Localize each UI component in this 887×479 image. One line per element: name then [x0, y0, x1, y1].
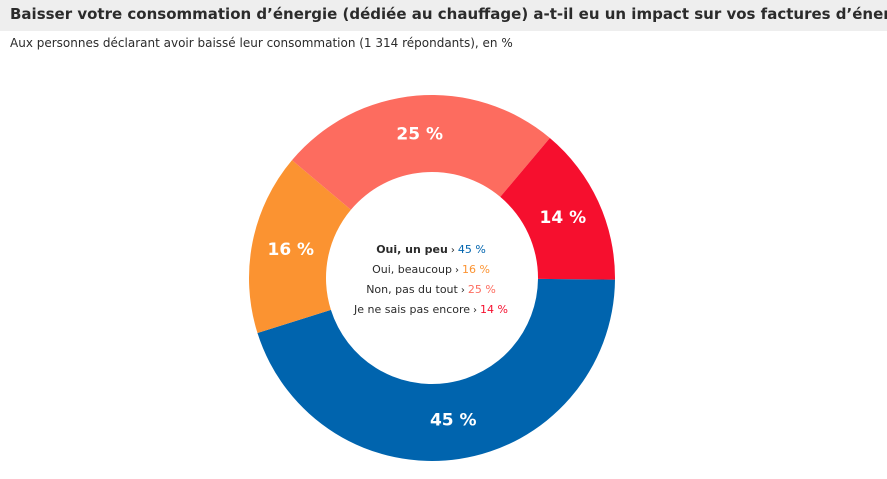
legend-value: 14 %	[480, 303, 508, 316]
legend-item-non-pas-du-tout: Non, pas du tout › 25 %	[336, 283, 526, 303]
legend-item-oui-un-peu: Oui, un peu › 45 %	[336, 243, 526, 263]
chart-legend: Oui, un peu › 45 % Oui, beaucoup › 16 % Non, p…	[336, 243, 526, 323]
donut-slice-je-ne-sais-pas-encore	[500, 138, 616, 280]
slice-value-label-oui-beaucoup: 16 %	[267, 240, 314, 260]
chevron-right-icon: ›	[454, 265, 459, 276]
chevron-right-icon: ›	[473, 305, 478, 316]
legend-label: Oui, un peu	[376, 243, 448, 256]
legend-value: 16 %	[461, 263, 490, 276]
donut-slice-non-pas-du-tout	[292, 95, 550, 210]
donut-slice-oui-beaucoup	[249, 160, 351, 334]
slice-value-label-non-pas-du-tout: 25 %	[396, 125, 443, 145]
legend-value: 45 %	[457, 243, 486, 256]
legend-label: Non, pas du tout	[366, 283, 458, 296]
chevron-right-icon: ›	[460, 285, 465, 296]
legend-label: Je ne sais pas encore	[354, 303, 471, 316]
chart-title: Baisser votre consommation d’énergie (dé…	[10, 5, 887, 23]
title-bar	[0, 0, 887, 31]
legend-item-oui-beaucoup: Oui, beaucoup › 16 %	[336, 263, 526, 283]
legend-label: Oui, beaucoup	[372, 263, 452, 276]
legend-value: 25 %	[467, 283, 496, 296]
chevron-right-icon: ›	[450, 245, 455, 256]
legend-item-je-ne-sais-pas-encore: Je ne sais pas encore › 14 %	[336, 303, 526, 323]
slice-value-label-oui-un-peu: 45 %	[430, 410, 477, 430]
chart-subtitle: Aux personnes déclarant avoir baissé leu…	[10, 36, 513, 50]
donut-slice-oui-un-peu	[257, 278, 615, 462]
slice-value-label-je-ne-sais-pas-encore: 14 %	[540, 208, 587, 228]
